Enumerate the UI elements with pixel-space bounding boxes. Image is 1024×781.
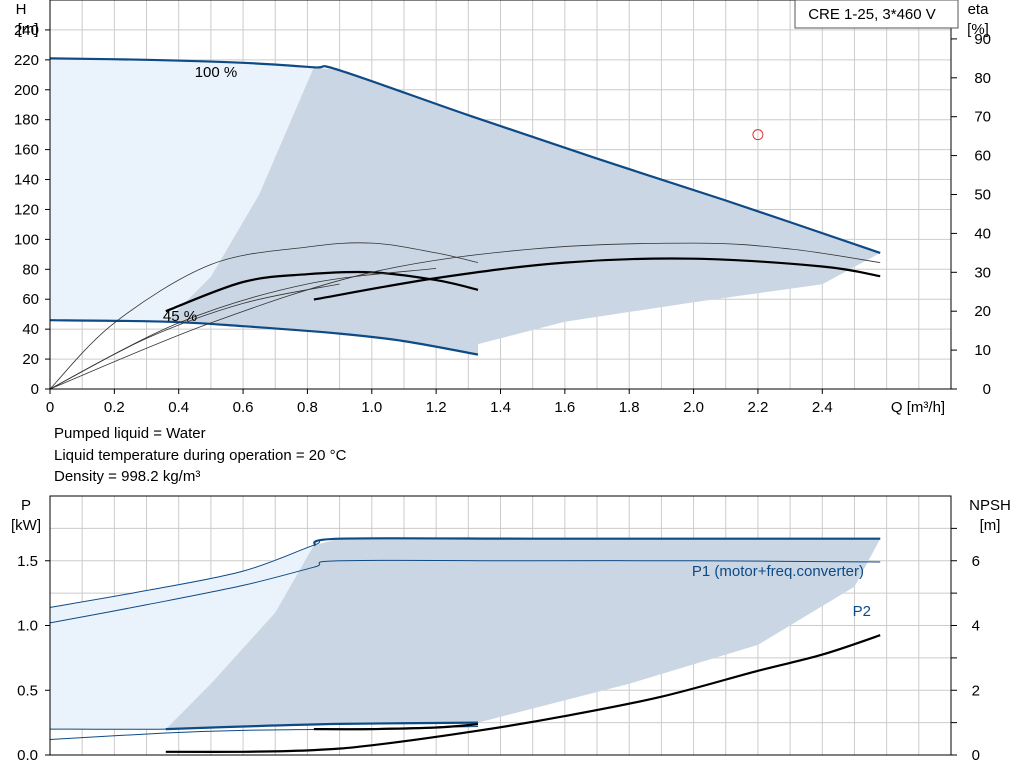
power-chart-curves — [49, 537, 881, 753]
curve-head-min — [49, 319, 479, 356]
npsh-tick-label: 2 — [972, 682, 980, 699]
head-chart-ticks: 0 0.2 0.4 0.6 0.8 1.0 1.2 1.4 1.6 1.8 2.0 2.2 2.4 0 20… — [14, 22, 991, 416]
eta-tick-label: 30 — [974, 264, 991, 281]
eta-tick-label: 90 — [974, 31, 991, 48]
flow-tick-label: 2.2 — [747, 399, 768, 416]
series-label-p2: P2 — [853, 603, 871, 620]
flow-axis-label: Q [m³/h] — [891, 399, 945, 416]
eta-tick-label: 40 — [974, 225, 991, 242]
npsh-axis-label-line2: [m] — [980, 517, 1001, 534]
series-label-p1: P1 (motor+freq.converter) — [692, 563, 864, 580]
head-tick-label: 20 — [22, 351, 39, 368]
flow-tick-label: 0.4 — [168, 399, 189, 416]
eta-tick-label: 60 — [974, 148, 991, 165]
duty-point-marker — [752, 129, 764, 141]
eta-tick-label: 70 — [974, 109, 991, 126]
power-chart-ticks: 0.0 0.5 1.0 1.5 0 2 4 6 — [17, 527, 980, 764]
power-extended-area — [50, 545, 314, 730]
pump-title: CRE 1-25, 3*460 V — [808, 6, 936, 23]
eta-axis-label-line1: eta — [968, 1, 990, 18]
eta-tick-label: 0 — [983, 381, 991, 398]
head-axis-label-line1: H — [16, 1, 27, 18]
flow-tick-label: 0.2 — [104, 399, 125, 416]
power-tick-label: 0.0 — [17, 747, 38, 764]
head-tick-label: 100 — [14, 231, 39, 248]
power-axis-label-line2: [kW] — [11, 517, 41, 534]
head-tick-label: 60 — [22, 291, 39, 308]
head-tick-label: 180 — [14, 112, 39, 129]
npsh-tick-label: 0 — [972, 747, 980, 764]
npsh-tick-label: 4 — [972, 618, 980, 635]
eta-tick-label: 50 — [974, 187, 991, 204]
info-liquid: Pumped liquid = Water — [54, 425, 206, 442]
flow-tick-label: 2.4 — [812, 399, 833, 416]
head-tick-label: 0 — [31, 381, 39, 398]
flow-tick-label: 1.6 — [554, 399, 575, 416]
eta-tick-label: 20 — [974, 303, 991, 320]
curve-eta-high — [313, 257, 881, 301]
flow-tick-label: 1.0 — [361, 399, 382, 416]
eta-tick-label: 80 — [974, 70, 991, 87]
power-tick-label: 0.5 — [17, 682, 38, 699]
curve-p1-min-operating — [165, 721, 479, 731]
flow-tick-label: 0 — [46, 399, 54, 416]
head-chart-marks — [752, 129, 764, 141]
curve-npsh-min — [313, 723, 479, 731]
power-chart-areas — [50, 538, 881, 730]
head-tick-label: 80 — [22, 261, 39, 278]
annotation-45-percent: 45 % — [163, 308, 197, 325]
head-tick-label: 120 — [14, 201, 39, 218]
head-tick-label: 240 — [14, 22, 39, 39]
head-tick-label: 140 — [14, 172, 39, 189]
curve-npsh — [165, 634, 881, 753]
power-axis-label-line1: P — [21, 497, 31, 514]
power-tick-label: 1.0 — [17, 618, 38, 635]
eta-axis-label-line2: [%] — [967, 21, 989, 38]
flow-tick-label: 1.8 — [619, 399, 640, 416]
flow-tick-label: 1.2 — [426, 399, 447, 416]
head-axis-label-line2: [m] — [18, 21, 39, 38]
annotation-100-percent: 100 % — [195, 64, 238, 81]
head-tick-label: 40 — [22, 321, 39, 338]
info-density: Density = 998.2 kg/m³ — [54, 468, 201, 485]
curve-eta-low — [165, 270, 479, 313]
power-operating-area — [165, 538, 881, 730]
curve-eta-low-full — [49, 242, 479, 390]
eta-tick-label: 10 — [974, 342, 991, 359]
head-extended-area — [50, 58, 314, 322]
head-chart-curves — [49, 57, 881, 390]
head-tick-label: 200 — [14, 82, 39, 99]
flow-tick-label: 0.8 — [297, 399, 318, 416]
npsh-axis-label-line1: NPSH — [969, 497, 1011, 514]
curve-head-max — [49, 57, 881, 254]
pump-title-box — [794, 0, 959, 29]
power-tick-label: 1.5 — [17, 553, 38, 570]
curve-p2 — [49, 559, 881, 624]
head-chart-areas — [50, 58, 881, 355]
curve-p1-operating — [313, 537, 881, 547]
curve-eta-ref-2 — [49, 283, 340, 390]
npsh-tick-label: 6 — [972, 553, 980, 570]
head-operating-area — [165, 67, 881, 355]
flow-tick-label: 2.0 — [683, 399, 704, 416]
head-tick-label: 220 — [14, 52, 39, 69]
flow-tick-label: 1.4 — [490, 399, 511, 416]
curve-eta-high-full — [49, 242, 881, 390]
head-tick-label: 160 — [14, 142, 39, 159]
info-temperature: Liquid temperature during operation = 20… — [54, 447, 347, 464]
flow-tick-label: 0.6 — [233, 399, 254, 416]
